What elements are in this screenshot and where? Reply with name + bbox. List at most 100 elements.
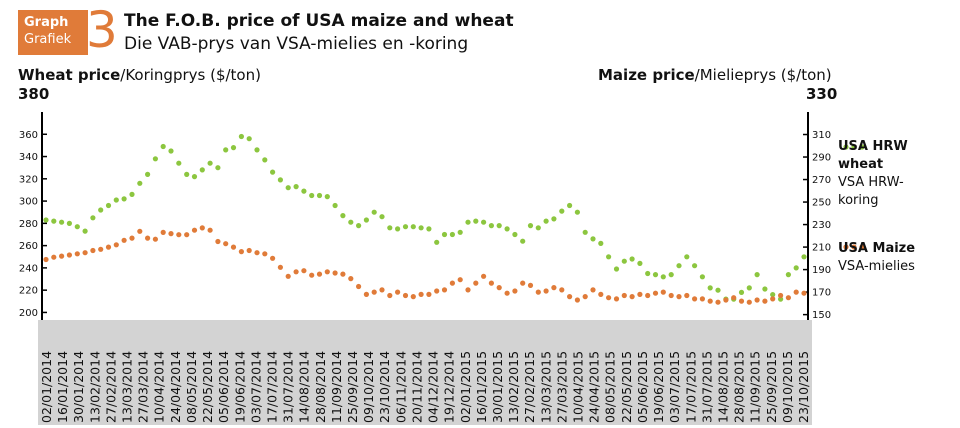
wheat-point [356,223,362,229]
wheat-point [262,157,268,163]
wheat-point [473,218,479,224]
x-tick-label: 24/04/2014 [168,351,183,423]
x-tick-label: 10/04/2015 [571,351,586,423]
right-axis-label-bold: Maize price [598,66,695,84]
legend-maize-marker [843,244,849,250]
maize-point [426,291,432,297]
maize-point [199,225,205,231]
maize-point [98,246,104,252]
wheat-point [496,223,502,229]
x-tick-label: 17/07/2014 [264,351,279,423]
maize-point [309,272,315,278]
wheat-point [348,219,354,225]
x-tick-label: 19/06/2015 [651,351,666,423]
wheat-point [465,219,471,225]
wheat-point [113,197,119,203]
right-tick-label: 310 [812,130,831,141]
x-tick-label: 14/08/2015 [715,351,730,423]
wheat-point [402,224,409,230]
maize-point [801,290,807,296]
legend-maize-af: VSA-mielies [838,259,915,274]
wheat-point [168,148,174,154]
maize-point [137,228,143,234]
wheat-point [707,285,713,291]
maize-point [551,285,557,291]
x-tick-label: 17/07/2015 [683,351,698,423]
wheat-point [176,160,182,166]
maize-point [496,285,502,291]
wheat-point [129,191,135,197]
wheat-point [652,272,659,278]
maize-point [105,244,112,250]
legend-wheat-af-2: koring [838,193,879,208]
x-tick-label: 31/07/2015 [699,351,714,423]
wheat-point [535,225,541,231]
maize-point [363,291,369,297]
right-axis-label-rest: /Mielieprys ($/ton) [694,66,832,84]
maize-point [613,296,620,302]
maize-point [434,288,440,294]
maize-point [699,296,706,302]
wheat-point [184,171,190,177]
maize-point [567,294,573,300]
maize-point [215,238,221,245]
maize-point [387,292,393,299]
maize-point [504,290,510,296]
left-tick-label: 260 [19,241,38,252]
maize-point [74,251,80,257]
left-axis-label: Wheat price/Koringprys ($/ton) [18,66,261,84]
maize-point [59,253,65,259]
x-tick-label: 23/10/2014 [377,351,392,423]
wheat-point [746,285,752,291]
wheat-point [410,224,416,230]
maize-point [520,280,526,286]
maize-point [652,290,659,296]
badge-label-af: Grafiek [24,32,72,47]
wheat-point [801,254,807,260]
wheat-point [82,228,88,234]
left-tick-label: 240 [19,263,38,274]
wheat-point [223,147,229,153]
wheat-point [207,160,213,166]
x-tick-label: 28/08/2014 [313,351,328,423]
legend-maize: USA Maize VSA-mielies [838,240,915,276]
wheat-point [426,226,432,232]
wheat-point [246,136,252,142]
x-tick-label: 13/03/2014 [120,351,135,423]
wheat-point [621,258,627,264]
maize-point [152,236,158,242]
maize-point [723,297,729,303]
x-tick-label: 02/01/2014 [39,351,54,423]
wheat-point [520,238,526,244]
wheat-point [785,272,792,278]
wheat-point [371,209,377,215]
wheat-point [74,224,80,230]
maize-point [473,280,479,286]
maize-point [582,294,588,300]
x-tick-label: 22/05/2015 [619,351,634,423]
maize-point [770,296,776,302]
x-tick-label: 11/09/2014 [329,351,344,423]
legend-maize-marker [851,244,857,250]
wheat-point [660,274,666,280]
x-tick-label: 08/05/2015 [603,351,618,423]
maize-point [402,292,409,299]
maize-point [277,264,283,270]
wheat-point [770,292,776,298]
x-tick-label: 03/07/2015 [667,351,682,423]
left-tick-label: 200 [19,308,38,319]
maize-point [692,296,698,302]
legend-wheat-marker [843,144,849,150]
wheat-point [387,225,393,231]
x-tick-label: 03/07/2014 [248,351,263,423]
wheat-point [684,254,690,260]
x-tick-label: 19/06/2014 [232,351,247,423]
wheat-point [285,185,291,191]
chart-title: The F.O.B. price of USA maize and wheat [124,11,514,31]
left-axis-label-bold: Wheat price [18,66,121,84]
x-tick-label: 23/10/2015 [796,351,811,423]
left-tick-label: 280 [19,219,38,230]
maize-point [715,299,721,305]
maize-point [738,298,745,304]
left-axis-label-rest: /Koringprys ($/ton) [120,66,261,84]
